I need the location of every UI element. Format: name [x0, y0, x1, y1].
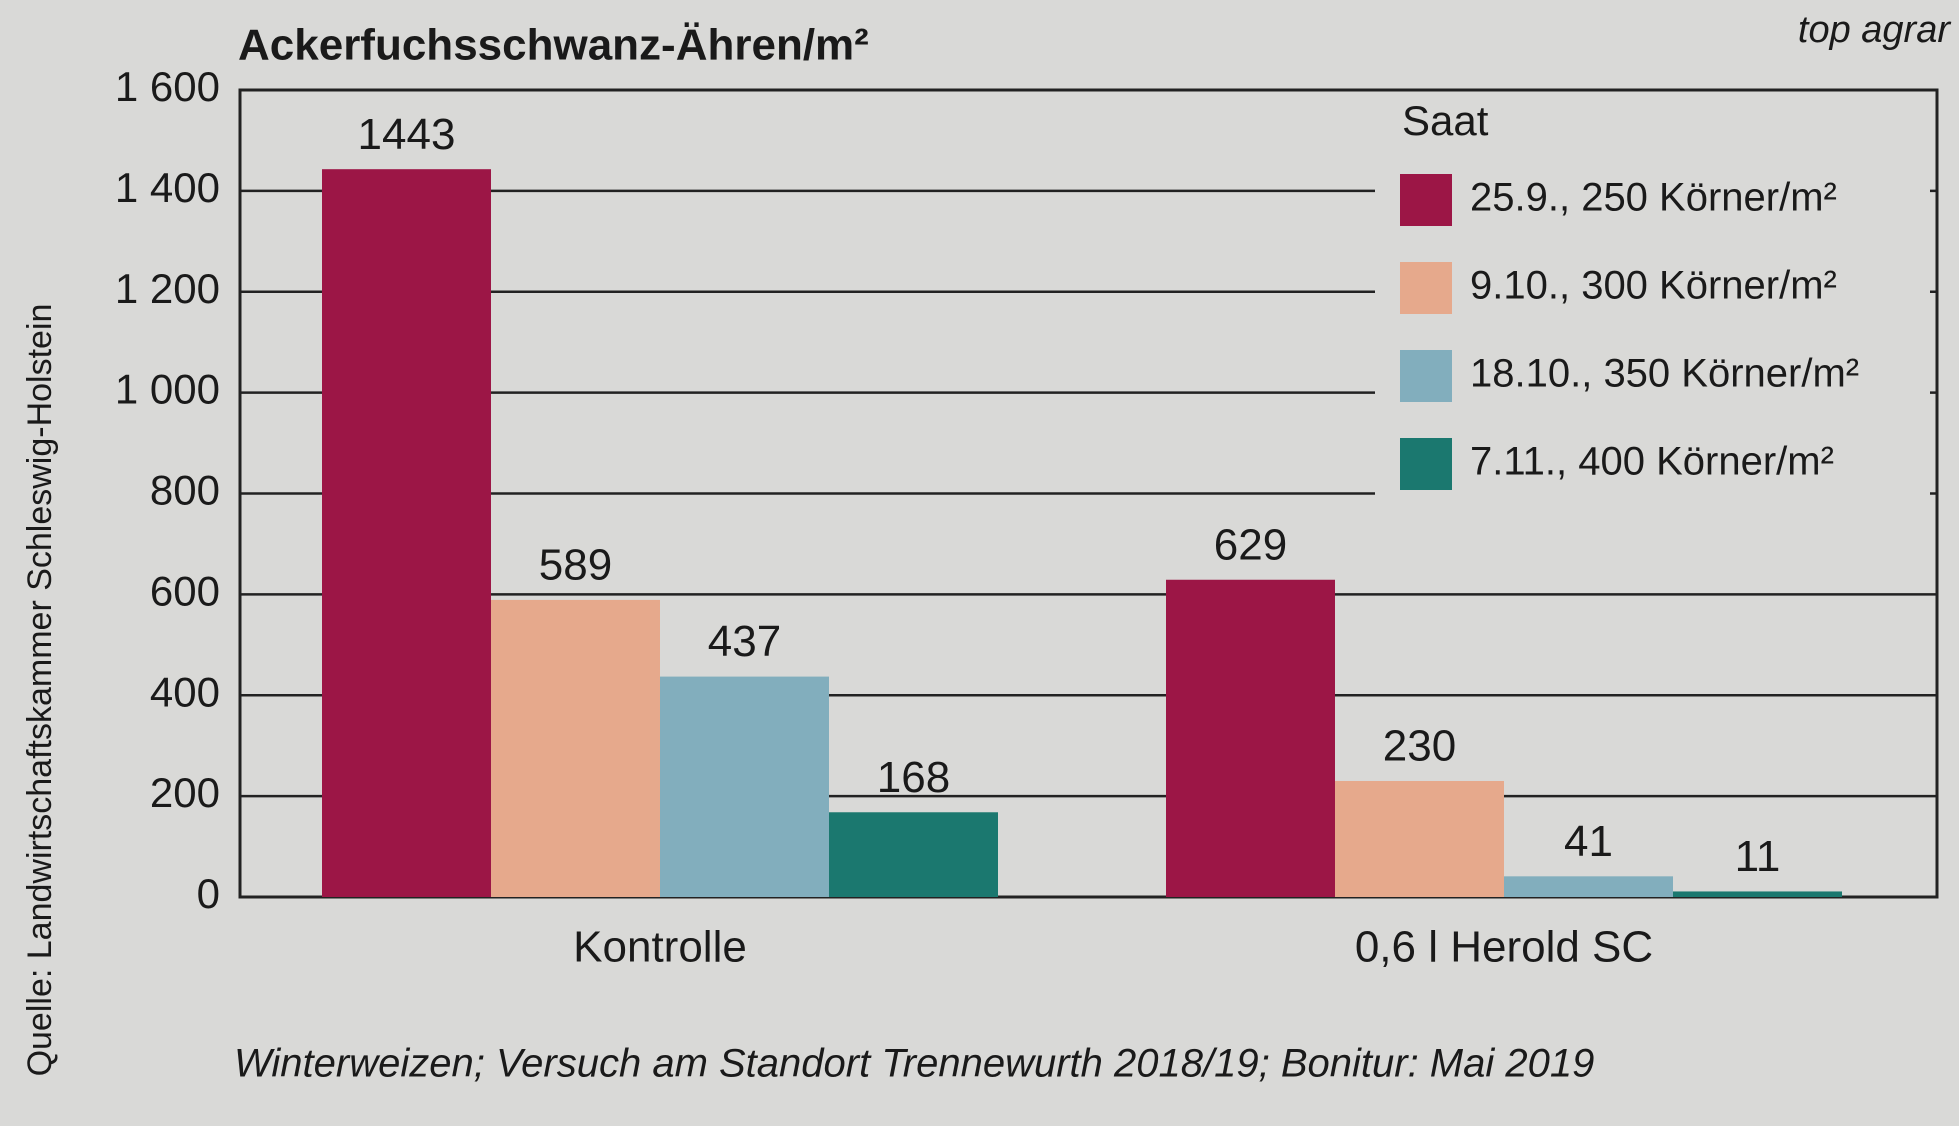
y-tick-label: 200 [150, 769, 220, 816]
data-label: 1443 [358, 110, 456, 159]
data-label: 437 [708, 617, 781, 666]
data-label: 168 [877, 753, 950, 802]
legend-swatch [1400, 350, 1452, 402]
legend-swatch [1400, 174, 1452, 226]
data-label: 230 [1383, 722, 1456, 771]
y-tick-label: 0 [197, 870, 220, 917]
y-tick-label: 400 [150, 668, 220, 715]
legend-title: Saat [1402, 97, 1489, 144]
source: Quelle: Landwirtschaftskammer Schleswig-… [21, 304, 59, 1077]
legend-label: 9.10., 300 Körner/m² [1470, 264, 1837, 308]
data-label: 41 [1564, 817, 1613, 866]
chart-title: Ackerfuchsschwanz-Ähren/m² [238, 21, 869, 70]
y-tick-label: 600 [150, 567, 220, 614]
data-label: 629 [1214, 520, 1287, 569]
legend-background [1375, 92, 1930, 502]
y-tick-label: 1 600 [115, 63, 220, 110]
bar [1166, 579, 1335, 897]
bar [1673, 891, 1842, 897]
y-tick-label: 800 [150, 467, 220, 514]
bar [1335, 780, 1504, 897]
data-label: 11 [1735, 832, 1781, 881]
y-tick-label: 1 200 [115, 265, 220, 312]
bar [660, 676, 829, 897]
x-tick-label: 0,6 l Herold SC [1355, 923, 1653, 972]
footnote: Winterweizen; Versuch am Standort Trenne… [234, 1042, 1594, 1086]
y-tick-label: 1 400 [115, 164, 220, 211]
bar [829, 812, 998, 897]
legend-label: 7.11., 400 Körner/m² [1470, 440, 1834, 484]
bar [1504, 876, 1673, 897]
legend-label: 25.9., 250 Körner/m² [1470, 176, 1837, 220]
legend-label: 18.10., 350 Körner/m² [1470, 352, 1859, 396]
data-label: 589 [539, 541, 612, 590]
publisher: top agrar [1798, 9, 1951, 51]
legend-swatch [1400, 262, 1452, 314]
legend-swatch [1400, 438, 1452, 490]
x-tick-label: Kontrolle [573, 923, 747, 972]
bar [322, 169, 491, 897]
y-tick-label: 1 000 [115, 366, 220, 413]
bar [491, 599, 660, 897]
plot-frame [238, 88, 1939, 899]
